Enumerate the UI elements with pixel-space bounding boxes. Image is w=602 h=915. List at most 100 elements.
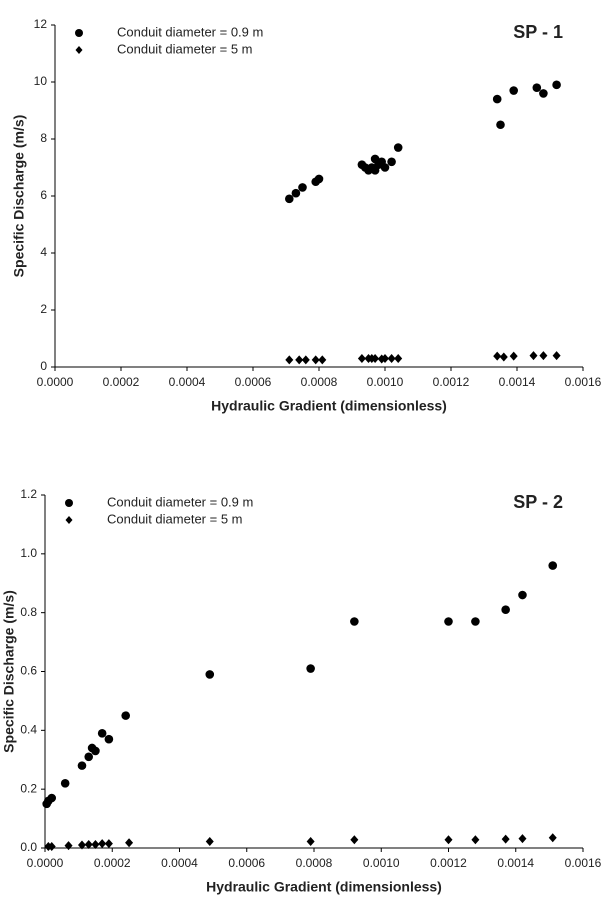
point xyxy=(301,355,310,365)
x-axis-title: Hydraulic Gradient (dimensionless) xyxy=(211,398,447,414)
point xyxy=(548,561,558,570)
point xyxy=(532,83,542,92)
legend-label: Conduit diameter = 5 m xyxy=(107,511,242,526)
point xyxy=(121,711,130,720)
x-tick-label: 0.0012 xyxy=(433,375,470,389)
point xyxy=(311,355,320,365)
point xyxy=(492,94,502,104)
y-tick-label: 0.4 xyxy=(20,723,37,737)
point xyxy=(509,86,518,95)
point xyxy=(501,605,510,615)
y-axis-title: Specific Discharge (m/s) xyxy=(11,115,27,278)
x-tick-label: 0.0004 xyxy=(169,375,206,389)
point xyxy=(60,778,70,788)
point xyxy=(291,188,301,198)
annotation: SP - 1 xyxy=(513,22,563,42)
x-tick-label: 0.0016 xyxy=(565,375,602,389)
point xyxy=(529,351,538,361)
point xyxy=(471,835,480,845)
point xyxy=(509,351,518,361)
point xyxy=(77,840,86,850)
legend-label: Conduit diameter = 0.9 m xyxy=(117,24,263,39)
point xyxy=(496,120,505,130)
point xyxy=(548,833,557,843)
legend-label: Conduit diameter = 0.9 m xyxy=(107,494,253,509)
point xyxy=(64,841,73,851)
point xyxy=(104,839,113,849)
point xyxy=(205,670,215,679)
x-tick-label: 0.0002 xyxy=(94,856,131,870)
x-tick-label: 0.0012 xyxy=(430,856,467,870)
point xyxy=(306,664,315,673)
point xyxy=(471,617,480,626)
point xyxy=(393,143,403,152)
legend-marker xyxy=(65,516,73,524)
point xyxy=(371,353,380,363)
point xyxy=(444,617,453,626)
point xyxy=(518,590,527,600)
y-tick-label: 8 xyxy=(40,131,47,145)
x-tick-label: 0.0008 xyxy=(301,375,338,389)
x-tick-label: 0.0006 xyxy=(228,856,265,870)
point xyxy=(47,842,56,852)
point xyxy=(77,761,87,770)
point xyxy=(552,80,561,90)
x-tick-label: 0.0000 xyxy=(37,375,74,389)
point xyxy=(387,353,396,363)
y-tick-label: 0 xyxy=(40,359,47,373)
point xyxy=(205,837,214,847)
point xyxy=(98,839,107,849)
point xyxy=(285,194,294,204)
point xyxy=(539,351,548,361)
legend-marker xyxy=(75,46,83,54)
y-axis-title: Specific Discharge (m/s) xyxy=(1,590,17,753)
point xyxy=(493,351,502,361)
point xyxy=(298,183,307,192)
y-tick-label: 12 xyxy=(34,17,48,31)
legend-marker xyxy=(75,29,83,37)
point xyxy=(91,839,100,849)
y-tick-label: 0.8 xyxy=(20,605,37,619)
y-tick-label: 0.0 xyxy=(20,840,37,854)
point xyxy=(350,617,359,626)
point xyxy=(539,89,548,98)
x-tick-label: 0.0010 xyxy=(363,856,400,870)
point xyxy=(380,163,390,172)
point xyxy=(499,352,508,362)
y-tick-label: 1.0 xyxy=(20,546,37,560)
point xyxy=(125,838,134,848)
point xyxy=(552,351,561,361)
point xyxy=(47,793,57,803)
point xyxy=(381,353,389,363)
x-tick-label: 0.0008 xyxy=(296,856,333,870)
point xyxy=(91,746,100,756)
point xyxy=(501,834,510,844)
point xyxy=(306,837,315,847)
x-tick-label: 0.0014 xyxy=(497,856,534,870)
point xyxy=(387,157,396,167)
point xyxy=(104,734,114,744)
point xyxy=(518,834,527,844)
y-tick-label: 6 xyxy=(40,188,47,202)
point xyxy=(84,839,93,849)
y-tick-label: 0.2 xyxy=(20,781,37,795)
point xyxy=(97,728,107,738)
legend-marker xyxy=(65,499,73,507)
y-tick-label: 1.2 xyxy=(20,487,37,501)
point xyxy=(318,355,327,365)
x-tick-label: 0.0002 xyxy=(103,375,140,389)
point xyxy=(357,353,366,363)
point xyxy=(444,835,453,845)
x-tick-label: 0.0000 xyxy=(27,856,64,870)
y-tick-label: 0.6 xyxy=(20,664,37,678)
x-tick-label: 0.0006 xyxy=(235,375,272,389)
x-tick-label: 0.0016 xyxy=(565,856,602,870)
point xyxy=(84,752,94,762)
point xyxy=(314,174,324,184)
x-tick-label: 0.0014 xyxy=(499,375,536,389)
point xyxy=(285,355,294,365)
point xyxy=(295,355,304,365)
y-tick-label: 2 xyxy=(40,302,47,316)
